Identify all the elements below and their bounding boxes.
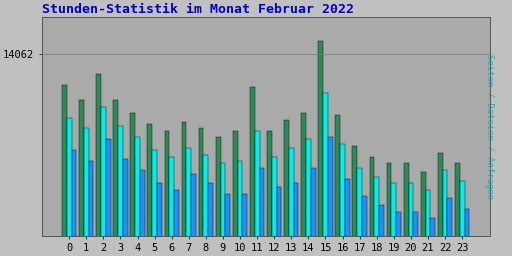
Bar xyxy=(311,168,315,256)
Bar xyxy=(131,113,135,256)
Bar xyxy=(267,131,272,256)
Bar xyxy=(413,211,418,256)
Bar xyxy=(191,174,196,256)
Bar xyxy=(260,168,264,256)
Bar xyxy=(113,100,118,256)
Bar xyxy=(118,126,123,256)
Bar xyxy=(425,190,431,256)
Bar xyxy=(238,161,243,256)
Bar xyxy=(96,74,101,256)
Bar xyxy=(379,205,384,256)
Bar xyxy=(284,120,289,256)
Bar xyxy=(455,163,460,256)
Bar xyxy=(306,139,311,256)
Bar xyxy=(174,190,179,256)
Bar xyxy=(335,115,340,256)
Bar xyxy=(221,163,225,256)
Bar xyxy=(203,155,208,256)
Bar xyxy=(443,170,447,256)
Bar xyxy=(182,122,186,256)
Bar xyxy=(62,85,67,256)
Bar xyxy=(460,181,464,256)
Bar xyxy=(186,148,191,256)
Bar xyxy=(392,183,396,256)
Bar xyxy=(79,100,84,256)
Bar xyxy=(225,194,230,256)
Bar xyxy=(374,177,379,256)
Bar xyxy=(289,148,294,256)
Bar xyxy=(276,187,282,256)
Y-axis label: Seiten / Dateien / Anfragen: Seiten / Dateien / Anfragen xyxy=(485,54,494,199)
Bar xyxy=(345,179,350,256)
Bar xyxy=(135,137,140,256)
Bar xyxy=(84,129,89,256)
Bar xyxy=(340,144,345,256)
Bar xyxy=(164,131,169,256)
Bar xyxy=(72,150,76,256)
Bar xyxy=(421,172,425,256)
Bar xyxy=(396,211,401,256)
Bar xyxy=(106,139,111,256)
Bar xyxy=(352,146,357,256)
Bar xyxy=(387,163,392,256)
Bar xyxy=(152,150,157,256)
Bar xyxy=(318,41,323,256)
Bar xyxy=(323,93,328,256)
Bar xyxy=(169,157,174,256)
Bar xyxy=(431,218,435,256)
Bar xyxy=(255,131,260,256)
Bar xyxy=(123,159,127,256)
Bar xyxy=(243,194,247,256)
Bar xyxy=(357,168,362,256)
Bar xyxy=(404,163,409,256)
Bar xyxy=(233,131,238,256)
Bar xyxy=(199,129,203,256)
Bar xyxy=(328,137,333,256)
Bar xyxy=(147,124,152,256)
Bar xyxy=(67,118,72,256)
Bar xyxy=(409,183,413,256)
Bar xyxy=(101,106,106,256)
Bar xyxy=(294,183,298,256)
Bar xyxy=(157,183,162,256)
Bar xyxy=(370,157,374,256)
Bar xyxy=(438,153,443,256)
Text: Stunden-Statistik im Monat Februar 2022: Stunden-Statistik im Monat Februar 2022 xyxy=(41,3,354,16)
Bar xyxy=(250,87,255,256)
Bar xyxy=(216,137,221,256)
Bar xyxy=(464,209,470,256)
Bar xyxy=(140,170,145,256)
Bar xyxy=(208,183,213,256)
Bar xyxy=(89,161,94,256)
Bar xyxy=(447,198,452,256)
Bar xyxy=(301,113,306,256)
Bar xyxy=(272,157,276,256)
Bar xyxy=(362,196,367,256)
